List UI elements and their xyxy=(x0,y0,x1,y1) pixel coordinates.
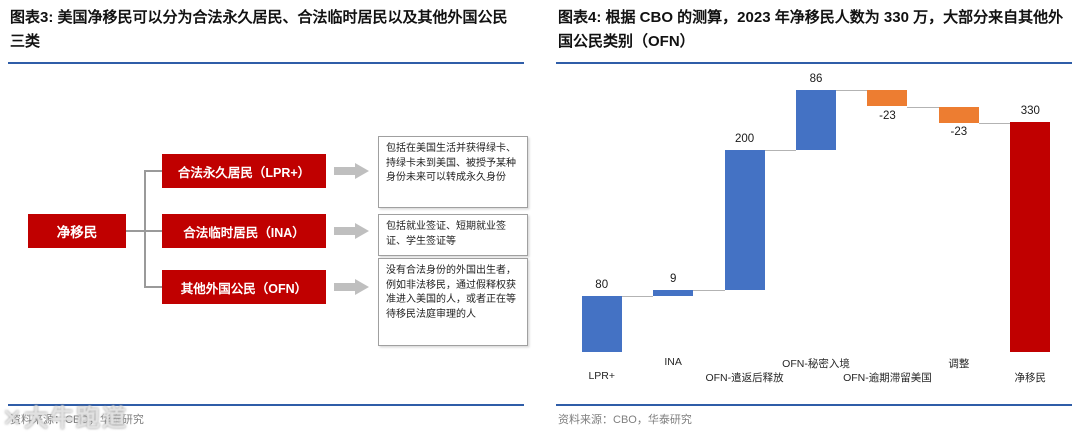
connector-spine xyxy=(144,170,146,288)
waterfall-value-label: -23 xyxy=(950,125,968,138)
waterfall-connector-line xyxy=(978,122,1011,124)
desc-box-ina: 包括就业签证、短期就业签证、学生签证等 xyxy=(378,214,528,256)
waterfall-category-label: OFN-遣返后释放 xyxy=(705,372,784,384)
waterfall-value-label: 330 xyxy=(1020,104,1040,117)
connector-branch2-stub xyxy=(144,230,162,232)
figure3-title: 图表3: 美国净移民可以分为合法永久居民、合法临时居民以及其他外国公民三类 xyxy=(10,9,508,50)
waterfall-bar-OFN-秘密入境 xyxy=(796,90,836,151)
figure4-panel: 图表4: 根据 CBO 的测算，2023 年净移民人数为 330 万，大部分来自… xyxy=(548,0,1080,440)
waterfall-value-label: -23 xyxy=(879,109,896,122)
desc-box-ofn: 没有合法身份的外国出生者，例如非法移民，通过假释权获准进入美国的人，或者正在等待… xyxy=(378,258,528,346)
waterfall-value-label: 9 xyxy=(669,272,677,285)
branch-box-lpr: 合法永久居民（LPR+） xyxy=(162,154,326,188)
figure4-bottom-rule xyxy=(556,404,1072,406)
waterfall-category-label: LPR+ xyxy=(588,370,615,382)
waterfall-bar-OFN-逾期滞留美国 xyxy=(867,90,908,107)
figure3-bottom-rule xyxy=(8,404,524,406)
waterfall-value-label: 200 xyxy=(734,133,755,146)
waterfall-connector-line xyxy=(907,106,939,108)
figure4-title: 图表4: 根据 CBO 的测算，2023 年净移民人数为 330 万，大部分来自… xyxy=(558,9,1064,50)
waterfall-bar-LPR+ xyxy=(581,296,622,352)
connector-branch3-stub xyxy=(144,286,162,288)
right-arrow-icon xyxy=(334,163,370,179)
branch-box-ofn: 其他外国公民（OFN） xyxy=(162,270,326,304)
right-arrow-icon xyxy=(334,279,370,295)
waterfall-category-label: INA xyxy=(664,356,682,368)
figure3-source: 资料来源：CBO，华泰研究 xyxy=(10,414,144,426)
desc-box-lpr: 包括在美国生活并获得绿卡、持绿卡未到美国、被授予某种身份未来可以转成永久身份 xyxy=(378,136,528,208)
waterfall-value-label: 80 xyxy=(595,279,609,292)
waterfall-category-label: OFN-逾期滞留美国 xyxy=(843,372,932,384)
connector-branch1-stub xyxy=(144,170,162,172)
branch-box-ina: 合法临时居民（INA） xyxy=(162,214,326,248)
figure3-top-rule xyxy=(8,62,524,64)
right-arrow-icon xyxy=(334,223,370,239)
figure4-top-rule xyxy=(556,62,1072,64)
waterfall-bar-净移民 xyxy=(1010,121,1051,352)
waterfall-connector-line xyxy=(836,90,868,92)
waterfall-value-label: 86 xyxy=(809,73,823,86)
waterfall-connector-line xyxy=(764,150,796,152)
waterfall-bar-调整 xyxy=(938,106,979,123)
waterfall-connector-line xyxy=(693,289,725,291)
waterfall-category-label: OFN-秘密入境 xyxy=(782,358,850,370)
waterfall-category-label: 调整 xyxy=(948,358,970,370)
waterfall-category-label: 净移民 xyxy=(1014,372,1047,384)
figure4-source: 资料来源：CBO，华泰研究 xyxy=(558,414,692,426)
waterfall-xaxis: LPR+ INA OFN-遣返后释放 OFN-秘密入境 OFN-逾期滞留美国 调整净移民 xyxy=(566,352,1066,398)
connector-root-stub xyxy=(126,230,144,232)
waterfall-connector-line xyxy=(621,296,654,298)
waterfall-bar-INA xyxy=(653,289,694,297)
waterfall-plot: 80 9 200 86 -23 -23 330 xyxy=(566,73,1066,352)
waterfall-bar-OFN-遣返后释放 xyxy=(724,150,765,290)
figure3-panel: 图表3: 美国净移民可以分为合法永久居民、合法临时居民以及其他外国公民三类 净移… xyxy=(8,9,528,426)
diagram-root-box: 净移民 xyxy=(28,214,126,248)
